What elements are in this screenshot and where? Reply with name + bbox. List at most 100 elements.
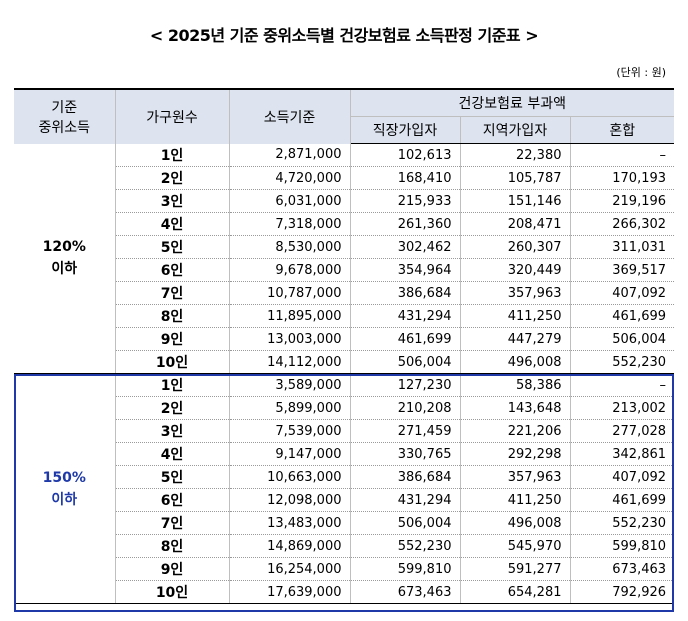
- regional-premium-cell: 357,963: [459, 281, 571, 305]
- mixed-premium-cell: 407,092: [569, 465, 675, 489]
- regional-premium-cell: 143,648: [459, 396, 571, 420]
- household-cell: 7인: [114, 281, 230, 305]
- unit-note: (단위 : 원): [616, 66, 666, 79]
- regional-premium-cell: 591,277: [459, 557, 571, 581]
- employee-premium-cell: 210,208: [349, 396, 461, 420]
- group-label-line: 이하: [51, 491, 78, 508]
- employee-premium-cell: 271,459: [349, 419, 461, 443]
- income-cell: 13,483,000: [228, 511, 351, 535]
- household-cell: 8인: [114, 304, 230, 328]
- employee-premium-cell: 102,613: [349, 143, 461, 167]
- income-cell: 6,031,000: [228, 189, 351, 213]
- household-cell: 7인: [114, 511, 230, 535]
- household-cell: 10인: [114, 350, 230, 374]
- household-cell: 1인: [114, 373, 230, 397]
- header-employee: 직장가입자: [350, 116, 461, 144]
- table-row: 10인 14,112,000 506,004 496,008 552,230: [14, 350, 675, 374]
- employee-premium-cell: 330,765: [349, 442, 461, 466]
- table-row: 9인 16,254,000 599,810 591,277 673,463: [14, 557, 675, 581]
- employee-premium-cell: 386,684: [349, 281, 461, 305]
- mixed-premium-cell: 461,699: [569, 488, 675, 512]
- household-cell: 9인: [114, 327, 230, 351]
- income-cell: 8,530,000: [228, 235, 351, 259]
- household-cell: 6인: [114, 258, 230, 282]
- household-cell: 3인: [114, 419, 230, 443]
- header-median-income-line2: 중위소득: [38, 119, 91, 136]
- regional-premium-cell: 411,250: [459, 488, 571, 512]
- mixed-premium-cell: –: [569, 373, 675, 397]
- employee-premium-cell: 215,933: [349, 189, 461, 213]
- employee-premium-cell: 127,230: [349, 373, 461, 397]
- regional-premium-cell: 320,449: [459, 258, 571, 282]
- income-cell: 11,895,000: [228, 304, 351, 328]
- employee-premium-cell: 599,810: [349, 557, 461, 581]
- household-cell: 2인: [114, 396, 230, 420]
- regional-premium-cell: 496,008: [459, 511, 571, 535]
- income-premium-table: 기준 중위소득 가구원수 소득기준 건강보험료 부과액 직장가입자 지역가입자 …: [14, 88, 675, 604]
- household-cell: 4인: [114, 442, 230, 466]
- employee-premium-cell: 168,410: [349, 166, 461, 190]
- table-row: 2인 5,899,000 210,208 143,648 213,002: [14, 396, 675, 420]
- table-row: 8인 14,869,000 552,230 545,970 599,810: [14, 534, 675, 558]
- income-cell: 5,899,000: [228, 396, 351, 420]
- mixed-premium-cell: 673,463: [569, 557, 675, 581]
- household-cell: 4인: [114, 212, 230, 236]
- employee-premium-cell: 552,230: [349, 534, 461, 558]
- income-cell: 9,678,000: [228, 258, 351, 282]
- household-cell: 2인: [114, 166, 230, 190]
- table-row: 2인 4,720,000 168,410 105,787 170,193: [14, 166, 675, 190]
- mixed-premium-cell: 506,004: [569, 327, 675, 351]
- household-cell: 1인: [114, 143, 230, 167]
- header-median-income-line1: 기준: [51, 99, 78, 116]
- employee-premium-cell: 261,360: [349, 212, 461, 236]
- mixed-premium-cell: 792,926: [569, 580, 675, 604]
- employee-premium-cell: 673,463: [349, 580, 461, 604]
- income-cell: 14,869,000: [228, 534, 351, 558]
- table-row: 4인 9,147,000 330,765 292,298 342,861: [14, 442, 675, 466]
- regional-premium-cell: 221,206: [459, 419, 571, 443]
- mixed-premium-cell: 266,302: [569, 212, 675, 236]
- mixed-premium-cell: 552,230: [569, 350, 675, 374]
- employee-premium-cell: 506,004: [349, 511, 461, 535]
- income-cell: 13,003,000: [228, 327, 351, 351]
- household-cell: 5인: [114, 465, 230, 489]
- table-row: 9인 13,003,000 461,699 447,279 506,004: [14, 327, 675, 351]
- household-cell: 3인: [114, 189, 230, 213]
- header-premium: 건강보험료 부과액: [349, 88, 675, 117]
- mixed-premium-cell: 219,196: [569, 189, 675, 213]
- regional-premium-cell: 208,471: [459, 212, 571, 236]
- page-title: < 2025년 기준 중위소득별 건강보험료 소득판정 기준표 >: [149, 26, 539, 45]
- mixed-premium-cell: 311,031: [569, 235, 675, 259]
- employee-premium-cell: 386,684: [349, 465, 461, 489]
- regional-premium-cell: 447,279: [459, 327, 571, 351]
- household-cell: 6인: [114, 488, 230, 512]
- income-cell: 10,663,000: [228, 465, 351, 489]
- household-cell: 9인: [114, 557, 230, 581]
- regional-premium-cell: 357,963: [459, 465, 571, 489]
- table-row: 6인 12,098,000 431,294 411,250 461,699: [14, 488, 675, 512]
- regional-premium-cell: 22,380: [459, 143, 571, 167]
- income-cell: 7,539,000: [228, 419, 351, 443]
- mixed-premium-cell: 213,002: [569, 396, 675, 420]
- mixed-premium-cell: –: [569, 143, 675, 167]
- table-row: 10인 17,639,000 673,463 654,281 792,926: [14, 580, 675, 604]
- group-label-cell: 120% 이하: [14, 143, 116, 374]
- regional-premium-cell: 58,386: [459, 373, 571, 397]
- header-mixed: 혼합: [569, 116, 675, 144]
- employee-premium-cell: 461,699: [349, 327, 461, 351]
- mixed-premium-cell: 599,810: [569, 534, 675, 558]
- mixed-premium-cell: 407,092: [569, 281, 675, 305]
- income-cell: 2,871,000: [228, 143, 351, 167]
- table-row: 5인 8,530,000 302,462 260,307 311,031: [14, 235, 675, 259]
- table-row: 7인 10,787,000 386,684 357,963 407,092: [14, 281, 675, 305]
- header-income: 소득기준: [228, 88, 351, 144]
- mixed-premium-cell: 170,193: [569, 166, 675, 190]
- table-row: 150% 이하 1인 3,589,000 127,230 58,386–: [14, 373, 675, 604]
- regional-premium-cell: 151,146: [459, 189, 571, 213]
- income-cell: 16,254,000: [228, 557, 351, 581]
- employee-premium-cell: 354,964: [349, 258, 461, 282]
- group-label-line: 이하: [51, 261, 78, 278]
- table-row: 8인 11,895,000 431,294 411,250 461,699: [14, 304, 675, 328]
- regional-premium-cell: 260,307: [459, 235, 571, 259]
- regional-premium-cell: 654,281: [459, 580, 571, 604]
